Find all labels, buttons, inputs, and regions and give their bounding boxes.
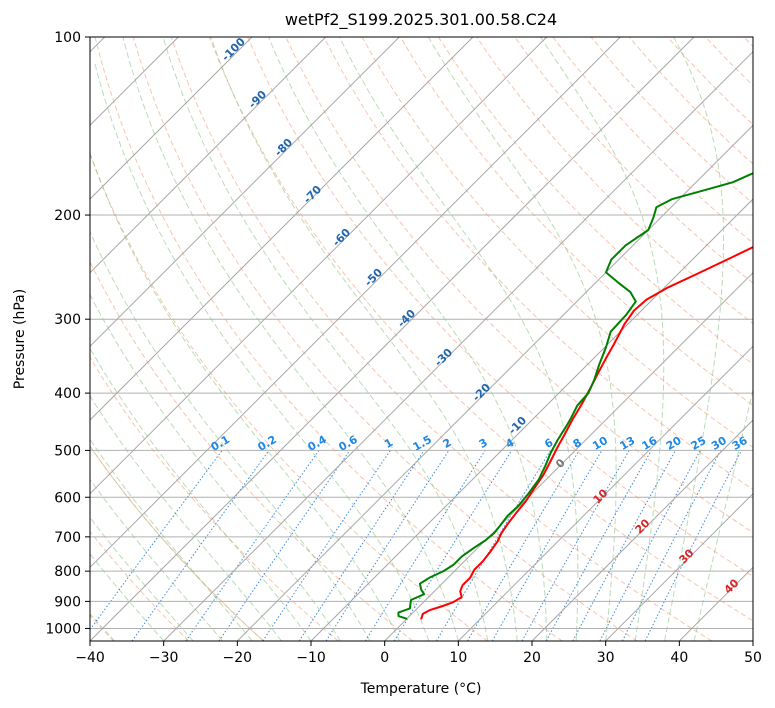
mixing-ratio-line bbox=[185, 450, 320, 641]
isotherm-line bbox=[90, 37, 695, 641]
mixing-ratio-line bbox=[521, 450, 630, 641]
mixing-ratio-lines bbox=[90, 450, 742, 641]
dry-adiabat bbox=[132, 37, 638, 641]
x-tick-label: −30 bbox=[149, 650, 179, 666]
y-tick-label: 300 bbox=[54, 312, 81, 328]
dry-adiabat bbox=[323, 37, 753, 491]
moist-adiabat bbox=[122, 37, 459, 641]
x-axis-label: Temperature (°C) bbox=[360, 681, 482, 697]
dry-adiabat bbox=[90, 356, 339, 641]
x-tick-label: −20 bbox=[223, 650, 253, 666]
isotherm-line bbox=[531, 419, 753, 641]
chart-title: wetPf2_S199.2025.301.00.58.C24 bbox=[285, 10, 557, 30]
moist-adiabat bbox=[90, 478, 223, 641]
dry-adiabat bbox=[170, 37, 712, 641]
temperature-profile bbox=[420, 246, 753, 620]
y-tick-label: 700 bbox=[54, 530, 81, 546]
mixing-ratio-line bbox=[393, 450, 513, 641]
y-axis-ticks: 100 200 300 400 500 600 700 800 900 1000 bbox=[45, 30, 90, 637]
y-tick-label: 800 bbox=[54, 564, 81, 580]
x-tick-label: 50 bbox=[744, 650, 762, 666]
isotherm-line bbox=[163, 50, 753, 641]
y-tick-label: 900 bbox=[54, 594, 81, 610]
isotherm-line bbox=[90, 37, 621, 569]
moist-adiabat bbox=[210, 37, 518, 641]
dry-adiabat bbox=[94, 37, 563, 641]
y-axis-label: Pressure (hPa) bbox=[12, 289, 28, 389]
dry-adiabat bbox=[399, 37, 753, 407]
moist-adiabat bbox=[90, 553, 165, 641]
moist-adiabat bbox=[162, 37, 489, 641]
dry-adiabat bbox=[90, 445, 264, 641]
isotherm-line bbox=[90, 37, 474, 421]
mixing-ratio-line bbox=[364, 450, 486, 641]
moist-adiabat bbox=[90, 230, 371, 641]
isobar-grid bbox=[90, 37, 753, 629]
x-tick-label: 30 bbox=[597, 650, 615, 666]
moist-adiabat bbox=[90, 438, 253, 641]
mixing-ratio-line bbox=[572, 450, 676, 641]
y-tick-label: 600 bbox=[54, 490, 81, 506]
moist-adiabat bbox=[427, 37, 617, 641]
x-tick-label: −10 bbox=[296, 650, 326, 666]
moist-adiabat bbox=[90, 152, 400, 641]
dry-adiabat bbox=[514, 37, 753, 284]
isotherm-line bbox=[605, 492, 753, 641]
mixing-ratio-line bbox=[644, 450, 742, 641]
y-tick-label: 400 bbox=[54, 386, 81, 402]
mixing-ratio-line bbox=[90, 450, 223, 631]
mixing-ratio-line bbox=[325, 450, 450, 641]
mixing-ratio-line bbox=[298, 450, 425, 641]
dry-adiabat bbox=[90, 152, 488, 641]
moist-adiabat bbox=[693, 387, 753, 641]
x-tick-label: −40 bbox=[75, 650, 105, 666]
mixing-ratio-line bbox=[131, 450, 270, 641]
mixing-ratio-line bbox=[545, 450, 652, 641]
mixing-ratio-line bbox=[599, 450, 701, 641]
profiles bbox=[397, 172, 753, 620]
moist-adiabat bbox=[539, 37, 665, 641]
isotherm-line bbox=[90, 37, 400, 348]
y-tick-label: 100 bbox=[54, 30, 81, 46]
isotherm-line bbox=[90, 37, 253, 200]
isotherm-line bbox=[457, 345, 753, 641]
isotherm-line bbox=[90, 37, 548, 495]
dry-adiabat bbox=[90, 530, 190, 641]
mixing-ratio-line bbox=[621, 450, 722, 641]
y-tick-label: 200 bbox=[54, 208, 81, 224]
moist-adiabat bbox=[339, 37, 579, 641]
x-tick-label: 20 bbox=[523, 650, 541, 666]
y-tick-label: 500 bbox=[54, 443, 81, 459]
mixing-ratio-line bbox=[262, 450, 391, 641]
dry-adiabat bbox=[437, 37, 753, 365]
x-tick-label: 0 bbox=[380, 650, 389, 666]
dry-adiabat bbox=[247, 37, 753, 577]
mixing-ratio-line bbox=[218, 450, 351, 641]
moist-adiabat bbox=[664, 37, 724, 641]
dewpoint-profile bbox=[397, 172, 753, 620]
plot-frame bbox=[89, 36, 754, 642]
isotherm-line bbox=[310, 198, 753, 641]
dry-adiabat bbox=[209, 37, 753, 622]
mixing-ratio-line bbox=[435, 450, 552, 641]
x-tick-label: 10 bbox=[449, 650, 467, 666]
isotherm-line bbox=[90, 37, 327, 274]
isotherm-grid bbox=[90, 37, 753, 641]
isotherm-line bbox=[236, 124, 753, 641]
x-axis-ticks: −40 −30 −20 −10 0 10 20 30 40 50 bbox=[75, 641, 762, 666]
y-tick-label: 1000 bbox=[45, 621, 81, 637]
x-tick-label: 40 bbox=[670, 650, 688, 666]
moist-adiabat bbox=[90, 516, 194, 641]
